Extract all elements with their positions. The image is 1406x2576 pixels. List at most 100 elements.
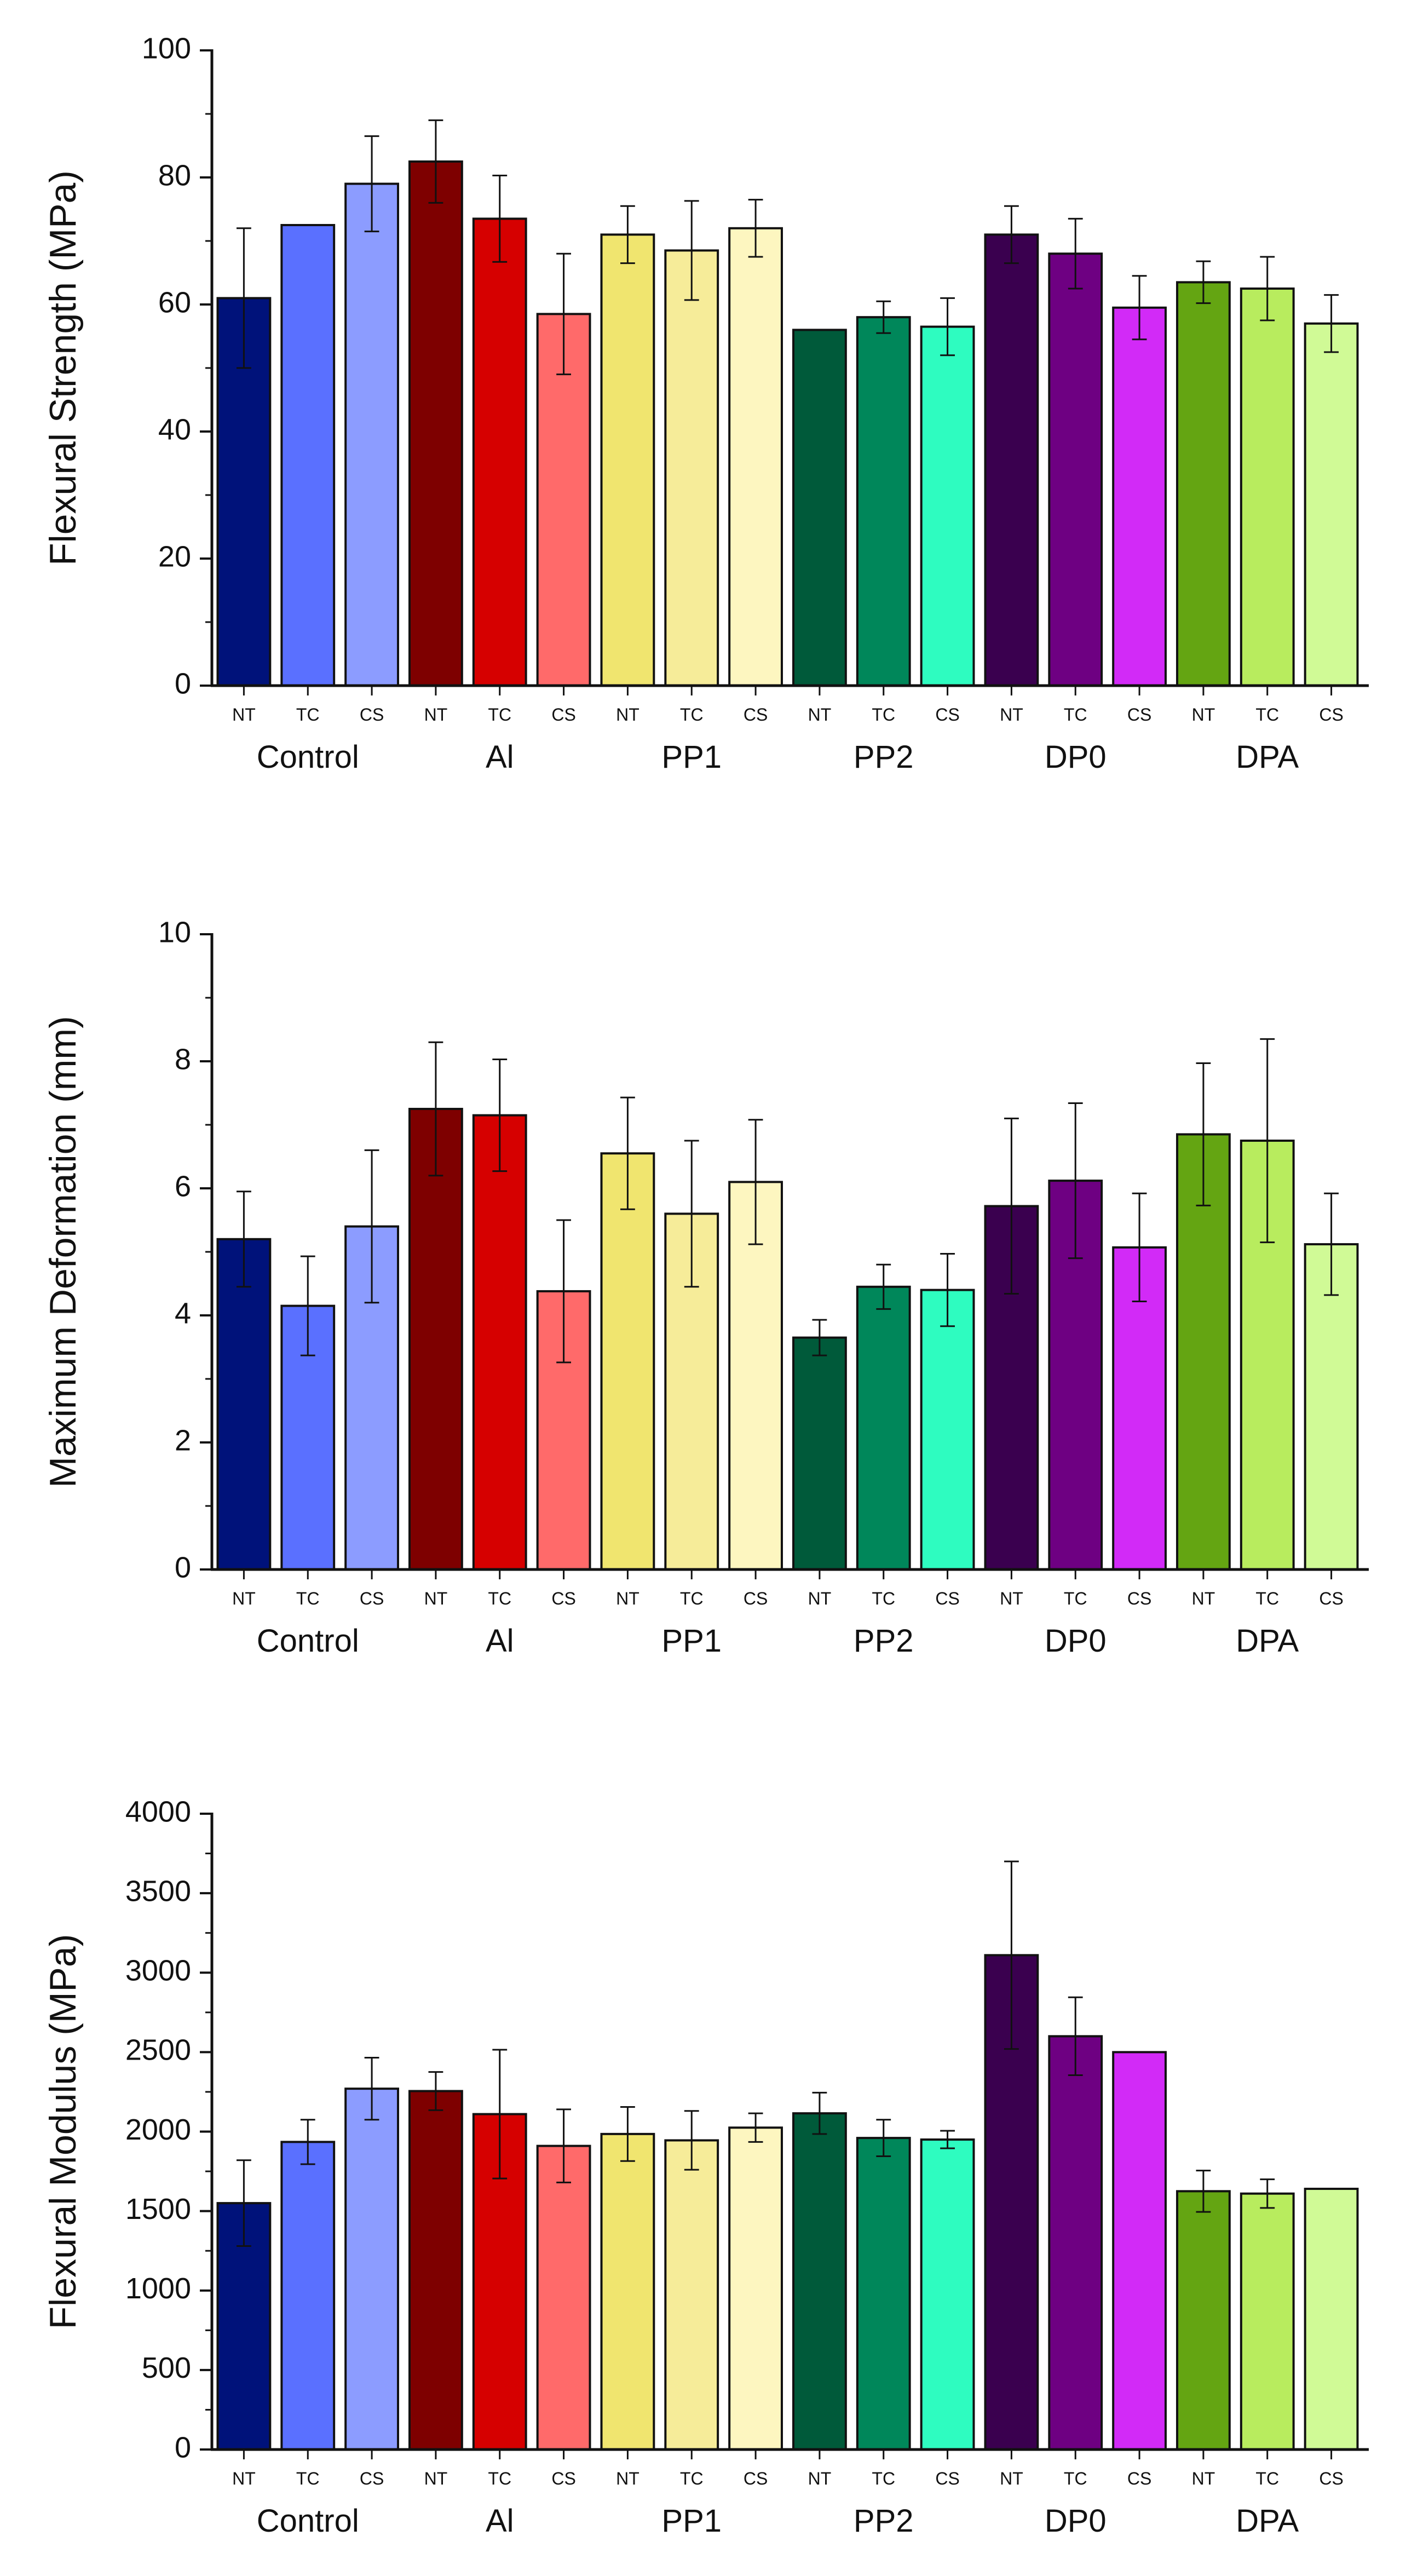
x-group-label: Al — [486, 1623, 514, 1659]
bar-dp0-tc — [1048, 2035, 1103, 2451]
bar-pp1-cs — [728, 2126, 783, 2451]
bar-dpa-tc — [1240, 2192, 1295, 2451]
bar-pp2-nt — [792, 1336, 847, 1571]
y-tick-label: 2 — [175, 1424, 191, 1457]
y-tick-label: 8 — [175, 1043, 191, 1076]
x-group-label: PP2 — [854, 2503, 914, 2539]
x-group-label: Al — [486, 2503, 514, 2539]
x-sub-label: NT — [424, 2469, 448, 2488]
flexural-modulus-chart: Flexural Modulus (MPa) 0 500 1000 1500 2000 2… — [42, 1795, 1369, 2539]
bar-pp2-tc — [856, 316, 911, 687]
x-sub-label: NT — [1000, 2469, 1023, 2488]
x-sub-label: TC — [1255, 1589, 1279, 1608]
x-sub-label: TC — [680, 2469, 704, 2488]
bar-al-nt — [408, 1108, 463, 1571]
x-sub-label: TC — [296, 2469, 320, 2488]
x-sub-label: TC — [680, 705, 704, 725]
bar-dpa-nt — [1176, 1133, 1231, 1571]
y-axis-label: Maximum Deformation (mm) — [42, 1016, 84, 1487]
x-group-label: PP1 — [661, 1623, 722, 1659]
y-tick-label: 60 — [158, 286, 191, 319]
y-tick-label: 3000 — [125, 1954, 191, 1987]
x-sub-label: CS — [1319, 2469, 1343, 2488]
x-sub-label: CS — [1319, 1589, 1343, 1608]
x-group-label: Control — [257, 1623, 359, 1659]
x-group-label: PP2 — [854, 1623, 914, 1659]
bar-al-nt — [408, 2090, 463, 2451]
x-sub-label: CS — [744, 705, 768, 725]
bar-pp1-cs — [728, 227, 783, 687]
bar-al-nt — [408, 160, 463, 687]
x-sub-label: NT — [616, 1589, 639, 1608]
x-sub-label: NT — [616, 705, 639, 725]
bar-pp2-cs — [920, 2138, 975, 2451]
bar-control-cs — [344, 2088, 399, 2451]
y-tick-label: 20 — [158, 540, 191, 573]
y-tick-label: 6 — [175, 1170, 191, 1203]
x-sub-label: NT — [1192, 1589, 1215, 1608]
bar-pp1-tc — [664, 2139, 719, 2451]
bar-pp2-tc — [856, 2137, 911, 2451]
x-sub-label: NT — [808, 1589, 832, 1608]
x-sub-label: NT — [808, 2469, 832, 2488]
bar-pp1-nt — [600, 233, 655, 687]
x-group-label: PP1 — [661, 2503, 722, 2539]
y-tick-label: 0 — [175, 2431, 191, 2464]
x-sub-label: TC — [1255, 705, 1279, 725]
x-sub-label: NT — [232, 1589, 256, 1608]
x-sub-label: CS — [551, 2469, 575, 2488]
bar-al-tc — [472, 217, 527, 687]
x-sub-label: TC — [1064, 705, 1087, 725]
bar-dpa-nt — [1176, 2190, 1231, 2451]
x-sub-label: CS — [551, 1589, 575, 1608]
y-tick-label: 0 — [175, 667, 191, 700]
x-group-label: Control — [257, 2503, 359, 2539]
x-sub-label: CS — [1127, 705, 1151, 725]
x-sub-label: TC — [1255, 2469, 1279, 2488]
x-sub-label: TC — [872, 705, 895, 725]
x-group-label: DP0 — [1045, 2503, 1107, 2539]
x-sub-label: CS — [360, 2469, 384, 2488]
x-sub-label: CS — [935, 1589, 959, 1608]
x-group-label: DP0 — [1045, 1623, 1107, 1659]
x-sub-label: NT — [616, 2469, 639, 2488]
y-tick-label: 40 — [158, 413, 191, 446]
x-sub-label: NT — [424, 1589, 448, 1608]
x-group-label: PP1 — [661, 739, 722, 775]
bar-pp2-nt — [792, 2112, 847, 2451]
bar-dpa-cs — [1304, 1243, 1359, 1571]
x-sub-label: TC — [1064, 1589, 1087, 1608]
x-group-label: Control — [257, 739, 359, 775]
bar-al-cs — [536, 2144, 591, 2451]
y-tick-label: 2500 — [125, 2034, 191, 2067]
x-sub-label: NT — [1192, 2469, 1215, 2488]
x-sub-label: CS — [744, 2469, 768, 2488]
y-axis-label: Flexural Modulus (MPa) — [42, 1934, 84, 2330]
maximum-deformation-chart: Maximum Deformation (mm) 0 2 4 6 8 10 NT TC CS NT… — [42, 916, 1369, 1659]
bar-control-nt — [216, 1238, 272, 1571]
y-tick-label: 4 — [175, 1297, 191, 1330]
y-tick-label: 1500 — [125, 2193, 191, 2226]
x-sub-label: TC — [872, 1589, 895, 1608]
bar-pp2-cs — [920, 1289, 975, 1571]
x-sub-label: NT — [232, 705, 256, 725]
y-tick-label: 10 — [158, 916, 191, 948]
x-sub-label: TC — [488, 705, 511, 725]
x-sub-label: CS — [935, 2469, 959, 2488]
x-group-label: DPA — [1236, 739, 1299, 775]
bar-dpa-tc — [1240, 288, 1295, 687]
bar-dp0-cs — [1112, 2051, 1167, 2451]
bar-dpa-cs — [1304, 2187, 1359, 2451]
x-sub-label: TC — [488, 2469, 511, 2488]
x-sub-label: CS — [360, 705, 384, 725]
bar-control-tc — [280, 2141, 336, 2451]
y-tick-label: 3500 — [125, 1875, 191, 1907]
x-sub-label: NT — [1000, 705, 1023, 725]
x-sub-label: CS — [935, 705, 959, 725]
x-sub-label: TC — [680, 1589, 704, 1608]
x-sub-label: CS — [1127, 1589, 1151, 1608]
bar-control-cs — [344, 182, 399, 687]
y-tick-label: 4000 — [125, 1795, 191, 1828]
bar-pp1-nt — [600, 1152, 655, 1571]
